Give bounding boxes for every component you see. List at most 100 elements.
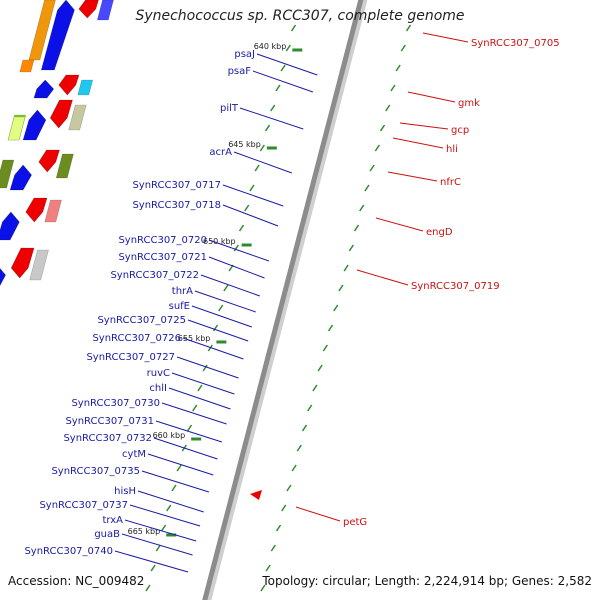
forward-gene-block [28, 0, 56, 61]
genome-backbone [202, 0, 368, 600]
reverse-gene-label: gcp [451, 125, 469, 136]
leader-line-forward [222, 204, 279, 227]
backbone-shadow [204, 0, 368, 600]
minor-tick [379, 124, 386, 132]
leader-line-reverse [392, 137, 444, 149]
minor-tick [301, 424, 308, 432]
minor-tick [176, 464, 182, 472]
leader-line-forward [141, 470, 210, 493]
minor-tick [249, 184, 255, 192]
forward-gene-label: SynRCC307_0740 [24, 546, 113, 557]
minor-tick [260, 584, 266, 592]
reverse-gene-arrow [58, 74, 80, 96]
minor-tick [150, 564, 156, 572]
reverse-gene-block [44, 199, 62, 223]
forward-gene-label: psaF [228, 66, 252, 77]
tick-label: 660 kbp [153, 431, 186, 440]
forward-gene-label: pilT [220, 103, 239, 114]
minor-tick [281, 504, 287, 512]
minor-tick [348, 244, 354, 252]
minor-tick [390, 84, 396, 92]
forward-gene-label: chlI [149, 383, 167, 394]
minor-tick [145, 584, 151, 592]
minor-tick [171, 484, 177, 492]
minor-tick [254, 164, 260, 172]
minor-tick [166, 504, 172, 512]
reverse-gene-label: SynRCC307_0705 [471, 38, 560, 49]
minor-tick [264, 124, 271, 132]
minor-tick [155, 544, 161, 552]
leader-line-forward [121, 533, 193, 556]
forward-gene-label: SynRCC307_0717 [132, 180, 221, 191]
minor-tick [238, 224, 245, 232]
tick-label: 655 kbp [178, 334, 211, 343]
forward-gene-arrow [9, 164, 32, 191]
leader-line-forward [124, 519, 197, 542]
tick-marks: 640 kbp 645 kbp 650 kbp 655 kbp 660 kbp 665 k… [128, 24, 412, 592]
forward-gene-label: SynRCC307_0730 [71, 398, 160, 409]
reverse-gene-block [55, 153, 74, 179]
minor-tick [244, 204, 250, 212]
forward-gene-label: sufE [169, 301, 190, 312]
minor-tick [359, 204, 365, 212]
reverse-gene-label: petG [343, 517, 367, 528]
reverse-gene-label: SynRCC307_0719 [411, 281, 500, 292]
leader-line-forward [208, 239, 270, 262]
leader-line-forward [114, 550, 189, 573]
forward-gene-label: SynRCC307_0731 [65, 416, 154, 427]
forward-gene-label: SynRCC307_0726 [92, 333, 181, 344]
leader-line-forward [176, 356, 239, 379]
minor-tick [280, 64, 286, 72]
minor-tick [374, 144, 380, 152]
minor-tick [369, 164, 375, 172]
minor-tick [307, 404, 313, 412]
tick-label: 650 kbp [203, 237, 236, 246]
forward-gene-label: psaJ [234, 49, 255, 60]
leader-line-reverse [295, 506, 341, 522]
gene-labels: psaJ psaF pilT acrA SynRCC307_0717 SynRCC307_… [24, 38, 559, 557]
minor-tick [353, 224, 360, 232]
forward-gene-label: SynRCC307_0737 [39, 500, 128, 511]
leader-line-forward [239, 107, 304, 130]
reverse-gene-arrow [25, 197, 48, 223]
leader-line-forward [155, 420, 223, 443]
minor-tick [212, 324, 219, 332]
genome-title: Synechococcus sp. RCC307, complete genom… [135, 8, 465, 24]
forward-gene-arrow [40, 0, 75, 71]
minor-tick [275, 524, 282, 532]
leader-line-forward [147, 453, 214, 476]
minor-tick [400, 44, 406, 52]
leader-line-forward [182, 337, 244, 360]
minor-tick [285, 44, 291, 52]
label-leader-lines [114, 32, 469, 573]
minor-tick [327, 324, 334, 332]
minor-tick [385, 104, 391, 112]
minor-tick [291, 464, 297, 472]
leader-line-forward [252, 70, 314, 93]
minor-tick [286, 484, 292, 492]
minor-tick [338, 284, 344, 292]
forward-gene-block [0, 159, 15, 189]
leader-line-reverse [422, 32, 469, 43]
reverse-gene-block [77, 79, 94, 96]
leader-line-reverse [407, 91, 456, 103]
genome-summary-text: Topology: circular; Length: 2,224,914 bp… [262, 574, 592, 588]
minor-tick [270, 544, 276, 552]
minor-tick [364, 184, 370, 192]
reverse-gene-label: engD [426, 227, 453, 238]
reverse-gene-arrow [49, 99, 73, 129]
minor-tick [160, 524, 167, 532]
forward-gene-label: acrA [209, 147, 232, 158]
minor-tick [317, 364, 323, 372]
forward-gene-label: SynRCC307_0732 [63, 433, 152, 444]
leader-line-forward [194, 290, 256, 313]
minor-tick [265, 564, 271, 572]
leader-line-forward [153, 437, 218, 460]
minor-tick [296, 444, 302, 452]
leader-line-forward [233, 151, 292, 174]
forward-gene-arrow [22, 109, 47, 141]
forward-gene-block [19, 59, 35, 73]
leader-line-forward [171, 372, 235, 395]
leader-line-reverse [356, 269, 409, 286]
